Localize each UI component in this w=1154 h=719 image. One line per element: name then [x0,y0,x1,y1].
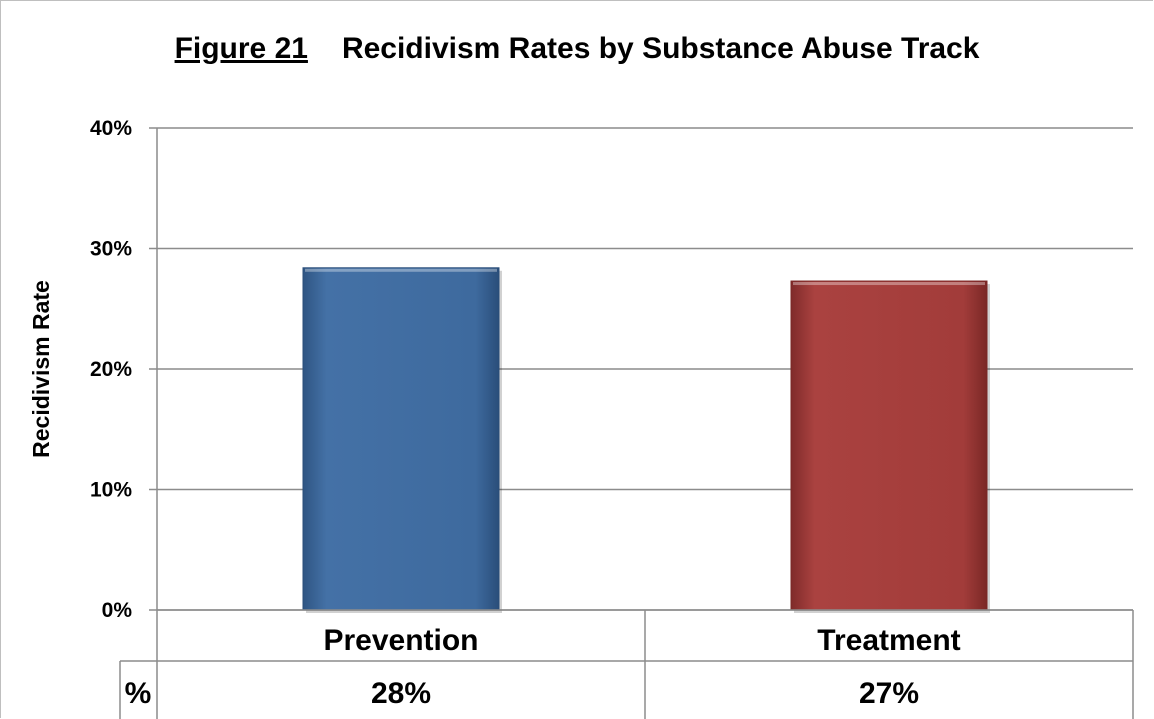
y-tick-label: 20% [90,358,132,381]
chart-title: Figure 21 Recidivism Rates by Substance A… [0,32,1154,66]
category-label: Treatment [817,624,960,657]
table-row-label: % [125,677,152,710]
y-tick-label: 10% [90,479,132,502]
y-tick-label: 0% [102,599,133,622]
y-axis-label: Recidivism Rate [28,280,54,458]
y-tick-label: 30% [90,238,132,261]
table-value: 28% [371,677,431,710]
bar-highlight [793,282,985,286]
figure-label: Figure 21 [174,32,308,65]
bar-prevention [302,267,500,611]
title-text: Recidivism Rates by Substance Abuse Trac… [341,32,980,65]
table-value: 27% [859,677,919,710]
category-label: Prevention [323,624,478,657]
bar-highlight [305,268,497,272]
y-tick-label: 40% [90,117,132,140]
bar-treatment [790,280,988,611]
